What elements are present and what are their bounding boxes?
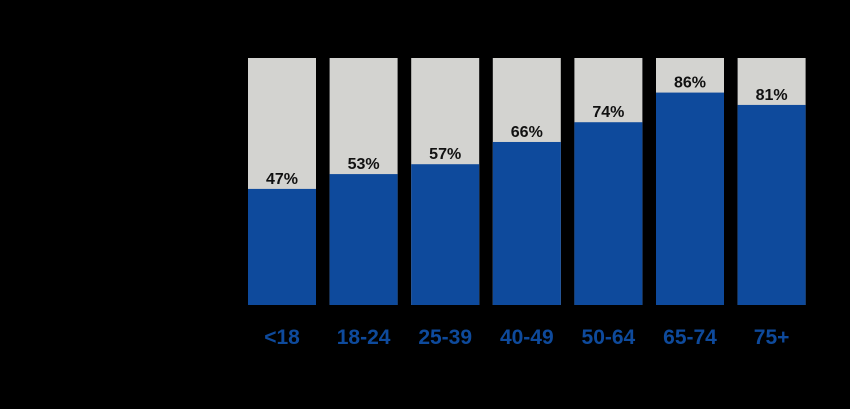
data-label: 57%	[429, 146, 461, 163]
x-tick-label: 75+	[754, 326, 790, 349]
x-tick-label: 65-74	[663, 326, 717, 349]
x-tick-label: <18	[264, 326, 300, 349]
bar-group: 53% 18-24	[329, 58, 398, 349]
x-tick-label: 40-49	[500, 326, 554, 349]
x-tick-label: 50-64	[582, 326, 636, 349]
data-label: 66%	[511, 124, 543, 141]
bar-group: 47% <18	[248, 58, 316, 349]
data-label: 74%	[592, 104, 624, 121]
bar-group: 74% 50-64	[574, 58, 643, 349]
bar-group: 86% 65-74	[656, 58, 724, 349]
x-tick-label: 25-39	[418, 326, 472, 349]
data-label: 53%	[348, 156, 380, 173]
bar-group: 57% 25-39	[411, 58, 480, 349]
bar	[329, 174, 398, 305]
bar	[248, 188, 316, 305]
bar-group: 66% 40-49	[492, 58, 561, 349]
bar	[411, 164, 480, 305]
bar	[656, 92, 724, 305]
bar-group: 81% 75+	[737, 58, 806, 349]
bar	[492, 141, 561, 305]
data-label: 47%	[266, 171, 298, 188]
bar	[737, 104, 806, 306]
bar	[574, 122, 643, 305]
data-label: 81%	[756, 87, 788, 104]
x-tick-label: 18-24	[337, 326, 391, 349]
data-label: 86%	[674, 75, 706, 92]
